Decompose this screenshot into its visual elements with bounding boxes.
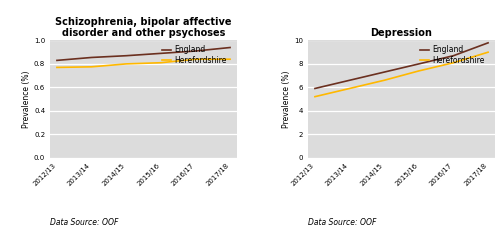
Y-axis label: Prevalence (%): Prevalence (%) xyxy=(22,70,31,128)
Line: England: England xyxy=(315,43,488,88)
Herefordshire xyxy=(381,79,387,82)
Herefordshire xyxy=(54,66,60,69)
Herefordshire xyxy=(312,95,318,98)
Title: Schizophrenia, bipolar affective
disorder and other psychoses: Schizophrenia, bipolar affective disorde… xyxy=(55,17,232,38)
England xyxy=(416,63,422,65)
Herefordshire xyxy=(123,63,129,65)
Herefordshire xyxy=(416,70,422,72)
England xyxy=(123,54,129,57)
Herefordshire xyxy=(485,51,491,54)
Legend: England, Herefordshire: England, Herefordshire xyxy=(162,45,227,65)
England xyxy=(381,71,387,73)
Legend: England, Herefordshire: England, Herefordshire xyxy=(420,45,485,65)
Text: Data Source: QOF: Data Source: QOF xyxy=(308,218,376,225)
Text: Data Source: QOF: Data Source: QOF xyxy=(50,218,118,225)
England xyxy=(312,87,318,90)
England xyxy=(54,59,60,62)
Herefordshire xyxy=(227,58,233,61)
Herefordshire xyxy=(158,61,164,64)
England xyxy=(227,46,233,49)
England xyxy=(485,41,491,44)
Title: Depression: Depression xyxy=(370,28,432,38)
England xyxy=(88,56,94,59)
England xyxy=(158,52,164,55)
England xyxy=(346,79,352,82)
Herefordshire xyxy=(88,65,94,68)
Line: Herefordshire: Herefordshire xyxy=(315,52,488,97)
Line: Herefordshire: Herefordshire xyxy=(57,59,230,68)
Herefordshire xyxy=(192,58,198,61)
Herefordshire xyxy=(450,61,456,64)
Line: England: England xyxy=(57,47,230,60)
Herefordshire xyxy=(346,87,352,90)
England xyxy=(450,54,456,57)
England xyxy=(192,50,198,52)
Y-axis label: Prevalence (%): Prevalence (%) xyxy=(282,70,292,128)
